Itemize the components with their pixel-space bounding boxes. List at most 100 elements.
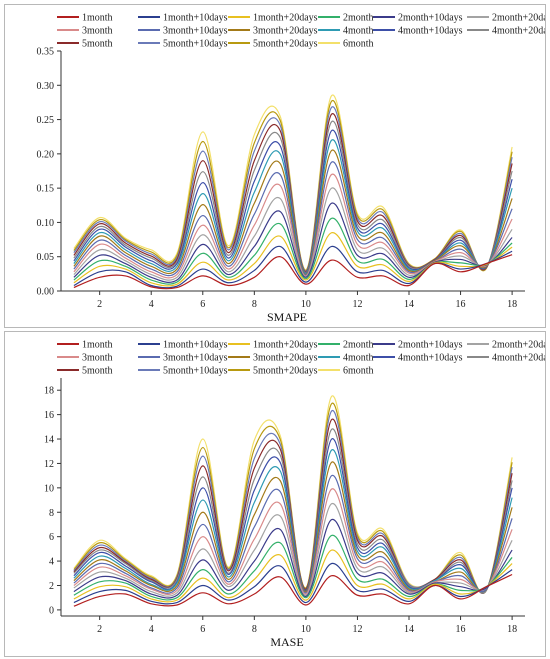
legend-item-6month: 6month [318, 366, 374, 377]
series-line-3month [73, 173, 513, 279]
legend-label: 3month+20days [253, 353, 318, 364]
x-tick-label: 16 [456, 299, 466, 310]
legend-label: 4month+10days [398, 26, 463, 37]
legend-item-4month-10days: 4month+10days [373, 26, 463, 37]
legend-label: 1month [82, 13, 113, 24]
legend-label: 5month [82, 39, 113, 50]
smape-chart: 1month 1month+10days 1month+20days 2month 2m… [37, 13, 546, 325]
legend-label: 3month [82, 353, 113, 364]
legend-label: 5month+10days [163, 39, 228, 50]
legend: 1month 1month+10days 1month+20days 2month 2m… [57, 13, 545, 50]
legend-label: 4month+20days [492, 26, 545, 37]
legend-item-6month: 6month [318, 39, 374, 50]
y-tick-label: 0.10 [37, 218, 55, 229]
x-tick-label: 10 [301, 299, 311, 310]
series-line-2month-10days [73, 518, 513, 599]
series-line-1month [73, 573, 513, 607]
y-tick-label: 0.25 [37, 115, 55, 126]
legend-label: 1month [82, 340, 113, 351]
x-tick-label: 12 [352, 624, 362, 635]
legend-item-4month-10days: 4month+10days [373, 353, 463, 364]
y-tick-label: 0.35 [37, 47, 55, 58]
legend-item-1month-20days: 1month+20days [228, 340, 318, 351]
legend-label: 3month [82, 26, 113, 37]
legend-label: 4month [343, 26, 374, 37]
x-tick-label: 16 [456, 624, 466, 635]
legend-item-1month-10days: 1month+10days [138, 13, 228, 24]
legend-item-4month-20days: 4month+20days [467, 353, 545, 364]
legend-label: 5month+20days [253, 366, 318, 377]
series-line-3month [73, 488, 513, 596]
legend-item-2month: 2month [318, 340, 374, 351]
legend-item-4month: 4month [318, 353, 374, 364]
x-tick-label: 4 [149, 624, 154, 635]
legend-item-5month: 5month [57, 39, 113, 50]
legend-label: 2month+20days [492, 340, 545, 351]
y-tick-label: 6 [49, 532, 54, 543]
x-axis-label: MASE [270, 635, 303, 649]
legend-item-4month-20days: 4month+20days [467, 26, 545, 37]
series-line-1month [73, 254, 513, 290]
legend-label: 4month+20days [492, 353, 545, 364]
y-tick-label: 10 [44, 483, 54, 494]
y-tick-label: 16 [44, 410, 54, 421]
legend-item-5month-20days: 5month+20days [228, 39, 318, 50]
legend-label: 6month [343, 39, 374, 50]
y-tick-label: 8 [49, 508, 54, 519]
legend-item-2month: 2month [318, 13, 374, 24]
legend-label: 2month [343, 13, 374, 24]
legend-item-3month-20days: 3month+20days [228, 26, 318, 37]
smape-chart-panel: 1month 1month+10days 1month+20days 2month 2m… [4, 4, 546, 328]
x-tick-label: 2 [97, 299, 102, 310]
x-tick-label: 10 [301, 624, 311, 635]
y-tick-label: 0.00 [37, 287, 55, 298]
legend-label: 4month+10days [398, 353, 463, 364]
legend-item-1month: 1month [57, 340, 113, 351]
y-tick-label: 0 [49, 605, 54, 616]
legend-item-5month: 5month [57, 366, 113, 377]
legend-item-4month: 4month [318, 26, 374, 37]
x-tick-label: 6 [200, 299, 205, 310]
legend-item-1month-10days: 1month+10days [138, 340, 228, 351]
x-tick-label: 18 [507, 299, 517, 310]
mase-chart: 1month 1month+10days 1month+20days 2month 2m… [44, 340, 545, 650]
x-tick-label: 4 [149, 299, 154, 310]
legend-item-2month-20days: 2month+20days [467, 13, 545, 24]
legend-label: 2month [343, 340, 374, 351]
legend-item-2month-10days: 2month+10days [373, 13, 463, 24]
legend: 1month 1month+10days 1month+20days 2month 2m… [57, 340, 545, 377]
y-tick-label: 0.20 [37, 149, 55, 160]
legend-label: 1month+10days [163, 340, 228, 351]
legend-label: 2month+10days [398, 13, 463, 24]
legend-label: 1month+10days [163, 13, 228, 24]
y-tick-label: 0.05 [37, 252, 55, 263]
legend-item-1month: 1month [57, 13, 113, 24]
y-tick-label: 14 [44, 435, 54, 446]
series-group [73, 395, 513, 607]
legend-item-2month-10days: 2month+10days [373, 340, 463, 351]
legend-item-1month-20days: 1month+20days [228, 13, 318, 24]
legend-item-3month-10days: 3month+10days [138, 26, 228, 37]
legend-item-3month: 3month [57, 353, 113, 364]
legend-label: 2month+10days [398, 340, 463, 351]
series-line-2month-10days [73, 202, 513, 283]
series-line-1month-20days [73, 232, 513, 287]
legend-label: 5month+20days [253, 39, 318, 50]
legend-item-3month-20days: 3month+20days [228, 353, 318, 364]
x-tick-label: 14 [404, 624, 414, 635]
legend-label: 5month [82, 366, 113, 377]
legend-label: 4month [343, 353, 374, 364]
y-tick-label: 12 [44, 459, 54, 470]
x-tick-label: 6 [200, 624, 205, 635]
legend-item-5month-10days: 5month+10days [138, 39, 228, 50]
mase-chart-panel: 1month 1month+10days 1month+20days 2month 2m… [4, 331, 546, 657]
x-tick-label: 14 [404, 299, 414, 310]
y-tick-label: 2 [49, 581, 54, 592]
legend-label: 3month+10days [163, 353, 228, 364]
y-tick-label: 0.15 [37, 184, 55, 195]
legend-label: 3month+10days [163, 26, 228, 37]
x-tick-label: 18 [507, 624, 517, 635]
legend-item-3month-10days: 3month+10days [138, 353, 228, 364]
legend-label: 1month+20days [253, 340, 318, 351]
legend-item-2month-20days: 2month+20days [467, 340, 545, 351]
